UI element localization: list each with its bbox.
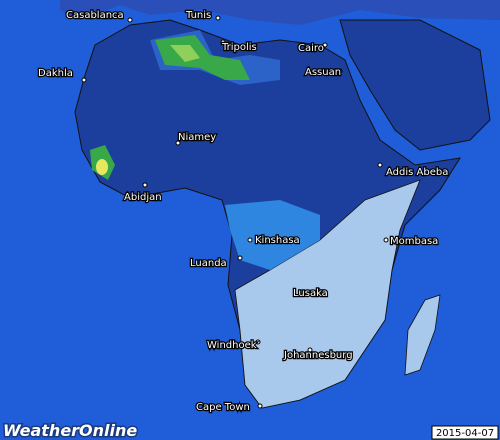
city-dot: [142, 182, 148, 188]
city-dot: [255, 339, 261, 345]
city-dot: [322, 42, 328, 48]
city-label: Lusaka: [293, 288, 328, 299]
light-green: [170, 45, 200, 62]
city-label: Kinshasa: [255, 235, 300, 246]
city-label: Cairo: [298, 43, 324, 54]
city-dot: [247, 237, 253, 243]
city-dot: [315, 287, 321, 293]
city-label: Tunis: [185, 10, 211, 21]
city-label: Cape Town: [196, 402, 250, 413]
city-dot: [383, 237, 389, 243]
dry-zone: [234, 179, 421, 409]
date: 2015-04-07: [436, 428, 494, 439]
madagascar: [404, 294, 441, 376]
city-label: Windhoek: [207, 340, 257, 351]
city-label: Niamey: [178, 132, 216, 143]
city-dot: [81, 77, 87, 83]
city-dot: [175, 140, 181, 146]
city-dot: [215, 15, 221, 21]
city-label: Tripolis: [221, 42, 257, 53]
city-label: Johannesburg: [283, 350, 353, 361]
city-label: Assuan: [305, 67, 341, 78]
city-dot: [127, 17, 133, 23]
city-dot: [257, 403, 263, 409]
city-label: Mombasa: [390, 236, 438, 247]
city-dot: [307, 347, 313, 353]
city-dot: [237, 255, 243, 261]
date-box: [431, 425, 499, 440]
city-dot: [337, 68, 343, 74]
city-label: Luanda: [190, 258, 227, 269]
wet-zone: [225, 200, 320, 270]
city-dot: [220, 39, 226, 45]
europe: [60, 0, 500, 25]
cities: Casablanca Tunis Tripolis Cairo Assuan D…: [37, 9, 450, 415]
yellow-spot: [96, 159, 108, 175]
city-label: Addis Abeba: [386, 167, 448, 178]
city-label: Abidjan: [124, 192, 162, 203]
city-label: Dakhla: [38, 68, 73, 79]
city-dot: [377, 162, 383, 168]
arabia: [339, 19, 491, 151]
city-label: Casablanca: [66, 10, 124, 21]
logo: WeatherOnline: [3, 421, 137, 440]
